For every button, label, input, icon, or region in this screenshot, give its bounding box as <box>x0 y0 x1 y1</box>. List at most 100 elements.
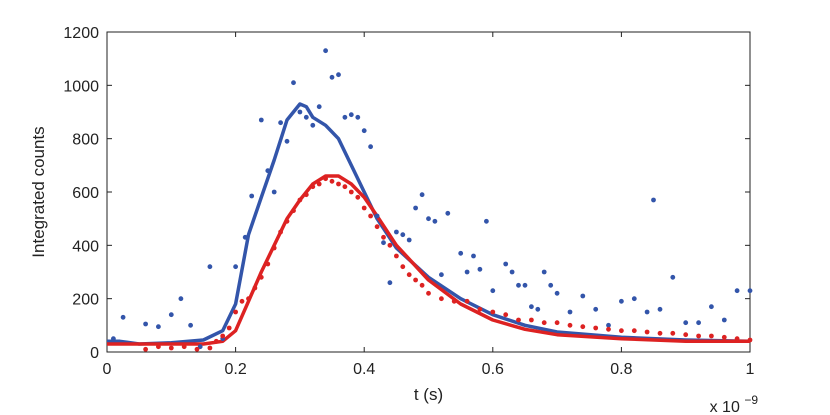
data-point-series-1 <box>406 237 412 243</box>
data-point-series-2 <box>265 261 271 267</box>
data-point-series-1 <box>303 114 309 120</box>
data-point-series-2 <box>439 296 444 302</box>
data-point-series-1 <box>683 320 689 326</box>
y-tick-label: 0 <box>90 345 99 362</box>
data-point-series-2 <box>464 298 470 304</box>
data-point-series-2 <box>619 328 624 334</box>
data-point-series-1 <box>111 336 116 342</box>
data-point-series-1 <box>178 296 184 302</box>
data-point-series-1 <box>242 234 248 240</box>
data-point-series-1 <box>535 306 541 312</box>
data-point-series-1 <box>490 288 496 294</box>
data-point-series-1 <box>426 216 431 222</box>
data-point-series-1 <box>374 213 380 219</box>
x-tick-label: 0.4 <box>353 361 375 378</box>
data-point-series-2 <box>406 272 412 278</box>
data-point-series-2 <box>194 346 200 352</box>
data-point-series-2 <box>374 224 380 230</box>
data-point-series-1 <box>464 269 470 275</box>
data-point-series-2 <box>239 298 245 304</box>
data-point-series-2 <box>207 345 213 351</box>
data-point-series-2 <box>361 205 367 211</box>
data-point-series-1 <box>471 253 476 259</box>
y-axis-ticks: 0 200 400 600 800 1000 1200 <box>63 25 750 362</box>
data-point-series-1 <box>644 309 650 315</box>
data-point-series-1 <box>355 114 361 120</box>
data-point-series-2 <box>297 197 303 203</box>
fit-curves <box>107 102 751 346</box>
x-multiplier-exponent: −9 <box>744 393 758 407</box>
x-axis-label: t (s) <box>414 385 443 404</box>
data-point-series-1 <box>188 322 194 328</box>
data-point-series-1 <box>207 264 213 270</box>
data-point-series-1 <box>548 282 554 288</box>
data-point-series-1 <box>168 312 174 318</box>
data-point-series-2 <box>696 333 701 339</box>
data-point-series-1 <box>631 296 637 302</box>
data-point-series-1 <box>413 205 418 211</box>
data-point-series-2 <box>220 333 226 339</box>
data-point-series-1 <box>709 304 714 310</box>
data-point-series-2 <box>310 184 316 190</box>
data-point-series-2 <box>593 325 599 331</box>
data-point-series-1 <box>721 317 727 323</box>
data-point-series-1 <box>368 144 373 150</box>
x-axis-ticks: 0 0.2 0.4 0.6 0.8 1 <box>103 32 755 378</box>
data-point-series-2 <box>734 336 740 342</box>
data-point-series-1 <box>606 322 611 328</box>
data-point-series-2 <box>490 309 496 315</box>
data-point-series-1 <box>734 288 740 294</box>
data-point-series-1 <box>503 261 509 267</box>
data-point-series-2 <box>213 338 219 344</box>
data-point-series-2 <box>323 176 328 182</box>
data-points <box>111 48 753 352</box>
fit-curve-1 <box>107 102 751 346</box>
data-point-series-2 <box>258 274 264 280</box>
data-point-series-2 <box>303 192 309 198</box>
data-point-series-2 <box>156 344 161 350</box>
data-point-series-2 <box>631 328 637 334</box>
data-point-series-2 <box>368 213 373 219</box>
x-tick-label: 0.6 <box>482 361 504 378</box>
data-point-series-1 <box>567 309 573 315</box>
data-point-series-2 <box>348 189 354 195</box>
data-point-series-1 <box>361 128 367 134</box>
data-point-series-1 <box>522 282 528 288</box>
data-point-series-2 <box>336 181 341 187</box>
data-point-series-1 <box>516 282 521 288</box>
data-point-series-1 <box>747 288 753 294</box>
x-axis-multiplier: x 10 −9 <box>710 393 759 415</box>
y-tick-label: 200 <box>72 292 99 309</box>
data-point-series-1 <box>554 290 560 296</box>
data-point-series-1 <box>329 74 335 80</box>
data-point-series-2 <box>246 296 251 302</box>
data-point-series-2 <box>181 344 187 350</box>
data-point-series-2 <box>143 346 149 352</box>
x-multiplier-base: x 10 <box>710 399 740 415</box>
data-point-series-1 <box>509 269 515 275</box>
data-point-series-1 <box>458 250 464 256</box>
data-point-series-1 <box>670 274 676 280</box>
data-point-series-1 <box>265 168 271 174</box>
data-point-series-2 <box>400 264 406 270</box>
data-point-series-2 <box>252 285 258 291</box>
data-point-series-2 <box>226 325 232 331</box>
data-point-series-1 <box>387 280 393 286</box>
data-point-series-1 <box>529 304 534 310</box>
data-point-series-1 <box>696 320 701 326</box>
data-point-series-1 <box>381 240 386 246</box>
data-point-series-1 <box>316 104 322 110</box>
data-point-series-2 <box>342 184 348 190</box>
y-tick-label: 1000 <box>63 78 99 95</box>
data-point-series-1 <box>619 298 624 304</box>
data-point-series-1 <box>271 189 277 195</box>
data-point-series-2 <box>426 290 431 296</box>
data-point-series-1 <box>297 109 303 115</box>
data-point-series-2 <box>168 345 174 351</box>
data-point-series-1 <box>197 344 203 350</box>
data-point-series-1 <box>477 266 483 272</box>
data-point-series-2 <box>747 337 753 343</box>
data-point-series-1 <box>278 120 283 126</box>
data-point-series-1 <box>323 48 328 54</box>
data-point-series-1 <box>233 264 239 270</box>
